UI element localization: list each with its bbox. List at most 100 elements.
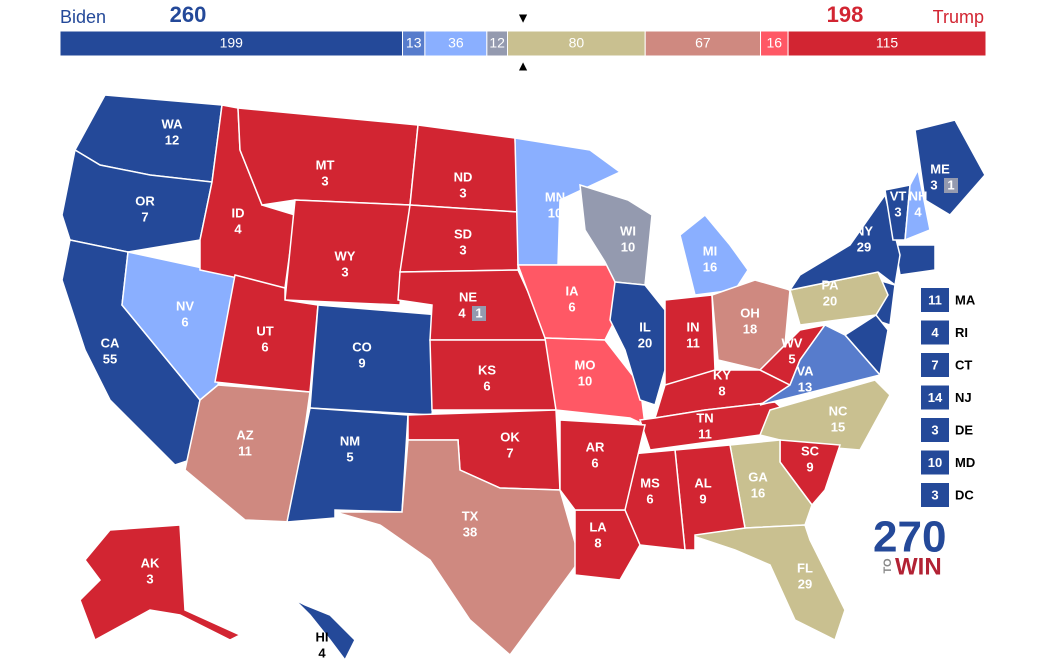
- state-ev: 6: [483, 378, 490, 393]
- bar-segment: [760, 30, 789, 57]
- small-state-box: [921, 385, 949, 410]
- bar-segment: [59, 30, 404, 57]
- state-abbr: TX: [462, 508, 479, 523]
- state: [689, 524, 846, 642]
- bar-segment: [424, 30, 488, 57]
- state-abbr: ME: [930, 161, 950, 176]
- state-ev: 5: [346, 449, 353, 464]
- state-abbr: VA: [796, 363, 814, 378]
- state-ev: 20: [638, 335, 652, 350]
- state-abbr: MN: [545, 189, 565, 204]
- state-ev: 6: [181, 314, 188, 329]
- small-state-box: [921, 450, 949, 475]
- state-abbr: TN: [696, 410, 713, 425]
- state: [574, 509, 641, 581]
- left-name: Biden: [60, 7, 106, 27]
- state-ev: 10: [578, 373, 592, 388]
- state-ev: 9: [358, 355, 365, 370]
- segment-label: 13: [406, 35, 422, 51]
- small-state-ev: 7: [931, 357, 938, 372]
- state-ev: 4: [914, 204, 922, 219]
- state-abbr: AL: [694, 475, 711, 490]
- state-abbr: NH: [909, 188, 928, 203]
- state-abbr: AK: [141, 555, 160, 570]
- state: [759, 324, 882, 406]
- right-name: Trump: [933, 7, 984, 27]
- state-ev: 8: [718, 383, 725, 398]
- district-ev: 1: [947, 177, 954, 192]
- state-ev: 6: [591, 455, 598, 470]
- small-state-abbr: NJ: [955, 390, 972, 405]
- small-state-abbr: MD: [955, 455, 975, 470]
- state-abbr: SD: [454, 226, 472, 241]
- state-abbr: AZ: [236, 427, 253, 442]
- small-state-ev: 3: [931, 487, 938, 502]
- state-ev: 3: [459, 242, 466, 257]
- state-abbr: OK: [500, 429, 520, 444]
- state-ev: 12: [165, 132, 179, 147]
- state-ev: 11: [686, 335, 700, 350]
- state-ev: 18: [743, 321, 757, 336]
- arrow-down: ▼: [516, 10, 530, 26]
- small-state-ev: 10: [928, 455, 942, 470]
- state-ev: 6: [646, 491, 653, 506]
- state-ev: 10: [621, 239, 635, 254]
- segment-label: 67: [695, 35, 711, 51]
- bar-segment: [507, 30, 646, 57]
- small-state-ev: 4: [931, 325, 939, 340]
- state-ev: 20: [823, 293, 837, 308]
- state-ev: 13: [798, 379, 812, 394]
- state-abbr: NC: [829, 403, 848, 418]
- small-state-abbr: DE: [955, 422, 973, 437]
- state-abbr: IN: [687, 319, 700, 334]
- segment-label: 36: [448, 35, 464, 51]
- state-ev: 55: [103, 351, 117, 366]
- state-abbr: KS: [478, 362, 496, 377]
- state-abbr: SC: [801, 443, 820, 458]
- state-abbr: OR: [135, 193, 155, 208]
- state-abbr: PA: [821, 277, 839, 292]
- bar-segment: [787, 30, 987, 57]
- state: [309, 304, 441, 416]
- state-ev: 3: [459, 185, 466, 200]
- state-ev: 5: [788, 351, 795, 366]
- state-abbr: NV: [176, 298, 194, 313]
- district-box: [944, 178, 958, 193]
- small-state-ev: 11: [928, 292, 942, 307]
- left-total: 260: [170, 2, 207, 27]
- state-ev: 9: [806, 459, 813, 474]
- state: [184, 384, 311, 523]
- small-state-box: [921, 353, 949, 377]
- state-abbr: IL: [639, 319, 651, 334]
- bar-segment: [644, 30, 762, 57]
- state-abbr: MT: [316, 157, 335, 172]
- state-abbr: MO: [575, 357, 596, 372]
- state-ev: 3: [146, 571, 153, 586]
- state-abbr: FL: [797, 560, 813, 575]
- state-ev: 16: [703, 259, 717, 274]
- northeast-state: [894, 244, 936, 276]
- state-abbr: CO: [352, 339, 372, 354]
- state-ev: 16: [751, 485, 765, 500]
- state-ev: 9: [699, 491, 706, 506]
- state-ev: 8: [594, 535, 601, 550]
- state: [294, 599, 356, 662]
- state-ev: 11: [238, 443, 252, 458]
- state-ev: 7: [506, 445, 513, 460]
- state-abbr: CA: [101, 335, 120, 350]
- small-state-ev: 14: [928, 390, 943, 405]
- state-ev: 11: [698, 426, 712, 441]
- state-ev: 38: [463, 524, 477, 539]
- state-abbr: WA: [162, 116, 184, 131]
- small-state-box: [921, 320, 949, 345]
- state: [679, 213, 749, 296]
- state-ev: 15: [831, 419, 845, 434]
- state-ev: 3: [321, 173, 328, 188]
- logo-win: WIN: [895, 553, 942, 580]
- segment-label: 80: [569, 35, 585, 51]
- arrow-up: ▲: [516, 58, 530, 74]
- state-abbr: WI: [620, 223, 636, 238]
- state-ev: 3: [894, 204, 901, 219]
